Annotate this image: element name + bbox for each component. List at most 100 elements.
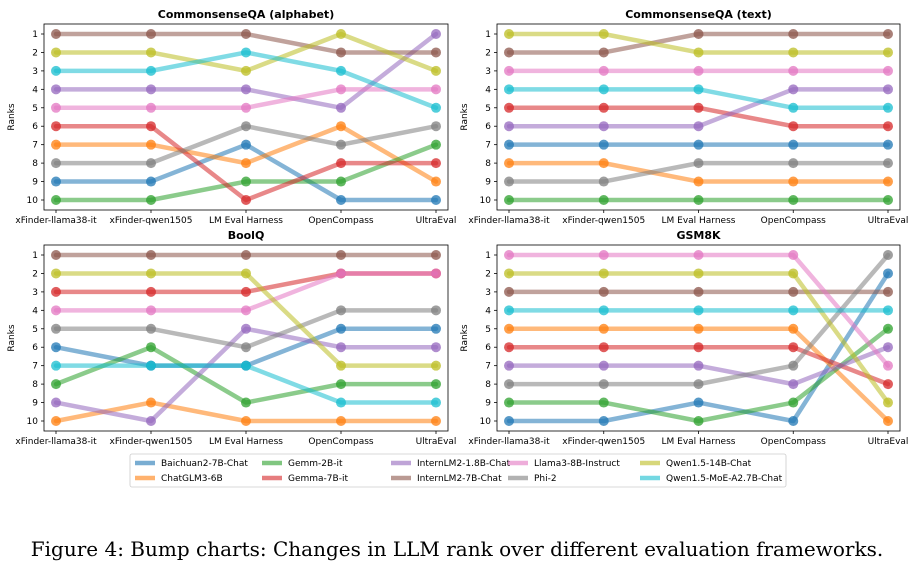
legend-item-baichuan2-7b-chat: Baichuan2-7B-Chat (135, 459, 248, 469)
series-qwen1-5-14b-chat (504, 29, 893, 58)
series-baichuan2-7b-chat (51, 139, 441, 205)
legend-item-phi-2: Phi-2 (508, 474, 557, 484)
series-point (431, 397, 441, 408)
series-point (883, 195, 893, 205)
series-point (336, 102, 346, 113)
x-tick-label: xFinder-llama38-it (15, 216, 97, 226)
series-point (883, 397, 893, 408)
series-chatglm3-6b (51, 397, 441, 426)
y-tick-label: 3 (32, 288, 38, 298)
y-tick-label: 10 (27, 417, 39, 427)
y-tick-label: 1 (32, 251, 38, 261)
series-point (241, 47, 251, 58)
series-internlm2-7b-chat (51, 250, 441, 260)
series-point (431, 250, 441, 260)
series-point (883, 139, 893, 150)
chart-title: CommonsenseQA (text) (625, 8, 772, 21)
series-point (146, 342, 156, 353)
series-point (146, 65, 156, 76)
series-point (883, 121, 893, 132)
series-point (693, 84, 704, 95)
series-point (788, 250, 799, 260)
legend-label: InternLM2-1.8B-Chat (417, 459, 511, 469)
y-tick-label: 6 (485, 122, 491, 132)
legend-label: Qwen1.5-MoE-A2.7B-Chat (666, 474, 783, 484)
y-tick-label: 1 (32, 30, 38, 40)
series-gemm-2b-it (504, 195, 893, 205)
series-point (598, 286, 609, 297)
y-tick-label: 5 (485, 104, 491, 114)
series-point (241, 121, 251, 132)
chart-panel-commonsenseqa-text: CommonsenseQA (text) Ranks 1 2 3 4 5 6 7 8 9 10 xFin… (460, 8, 908, 226)
series-point (598, 195, 609, 205)
legend-item-llama3-8b-instruct: Llama3-8B-Instruct (508, 459, 620, 469)
series-point (241, 139, 251, 150)
series-point (788, 158, 799, 169)
series-point (51, 416, 61, 426)
series-llama3-8b-instruct (51, 84, 441, 113)
series-phi-2 (51, 305, 441, 353)
series-point (883, 342, 893, 353)
series-gemm-2b-it (51, 139, 441, 205)
y-tick-label: 7 (32, 141, 38, 151)
series-point (788, 323, 799, 334)
y-tick-label: 5 (485, 325, 491, 335)
series-point (51, 250, 61, 260)
y-tick-label: 7 (485, 362, 491, 372)
series-point (51, 29, 61, 39)
series-point (146, 176, 156, 187)
y-axis-label: Ranks (7, 103, 17, 130)
series-point (504, 139, 514, 150)
series-point (693, 195, 704, 205)
y-tick-label: 9 (32, 399, 38, 409)
series-point (693, 102, 704, 113)
series-point (51, 47, 61, 58)
series-point (883, 416, 893, 426)
x-tick-label: LM Eval Harness (662, 437, 736, 447)
y-tick-label: 8 (485, 380, 491, 390)
series-point (146, 102, 156, 113)
y-tick-label: 7 (32, 362, 38, 372)
series-point (504, 84, 514, 95)
chart-panels: CommonsenseQA (alphabet) Ranks 1 2 3 4 5 6 7 8 9 10… (7, 8, 908, 447)
series-point (431, 158, 441, 169)
y-tick-label: 1 (485, 30, 491, 40)
x-tick-label: OpenCompass (761, 437, 827, 447)
series-line (53, 142, 439, 203)
series-point (146, 29, 156, 39)
series-point (241, 176, 251, 187)
series-internlm2-1-8b-chat (504, 84, 893, 132)
series-point (693, 158, 704, 169)
legend-item-chatglm3-6b: ChatGLM3-6B (135, 474, 223, 484)
chart-panel-boolq: BoolQ Ranks 1 2 3 4 5 6 7 8 9 10 xFinder-llama38-it x… (7, 229, 456, 447)
series-point (336, 250, 346, 260)
series-chatglm3-6b (51, 121, 441, 187)
series-point (883, 268, 893, 279)
series-point (431, 342, 441, 353)
series-qwen1-5-14b-chat (504, 268, 893, 408)
series-point (431, 323, 441, 334)
series-point (598, 416, 609, 426)
series-point (504, 397, 514, 408)
series-point (883, 323, 893, 334)
legend-label: Phi-2 (534, 474, 557, 484)
series-point (504, 158, 514, 169)
legend-item-internlm2-7b-chat: InternLM2-7B-Chat (391, 474, 502, 484)
x-tick-label: UltraEval (416, 437, 457, 447)
series-point (146, 84, 156, 95)
y-tick-label: 3 (32, 67, 38, 77)
legend-label: ChatGLM3-6B (161, 474, 223, 484)
y-tick-label: 9 (32, 178, 38, 188)
series-point (788, 379, 799, 390)
series-point (788, 268, 799, 279)
y-tick-label: 5 (32, 104, 38, 114)
series-point (431, 139, 441, 150)
series-gemm-2b-it (51, 342, 441, 408)
series-point (336, 84, 346, 95)
series-point (788, 342, 799, 353)
series-point (336, 121, 346, 132)
series-point (431, 195, 441, 205)
series-point (883, 379, 893, 390)
series-point (336, 65, 346, 76)
series-point (693, 139, 704, 150)
